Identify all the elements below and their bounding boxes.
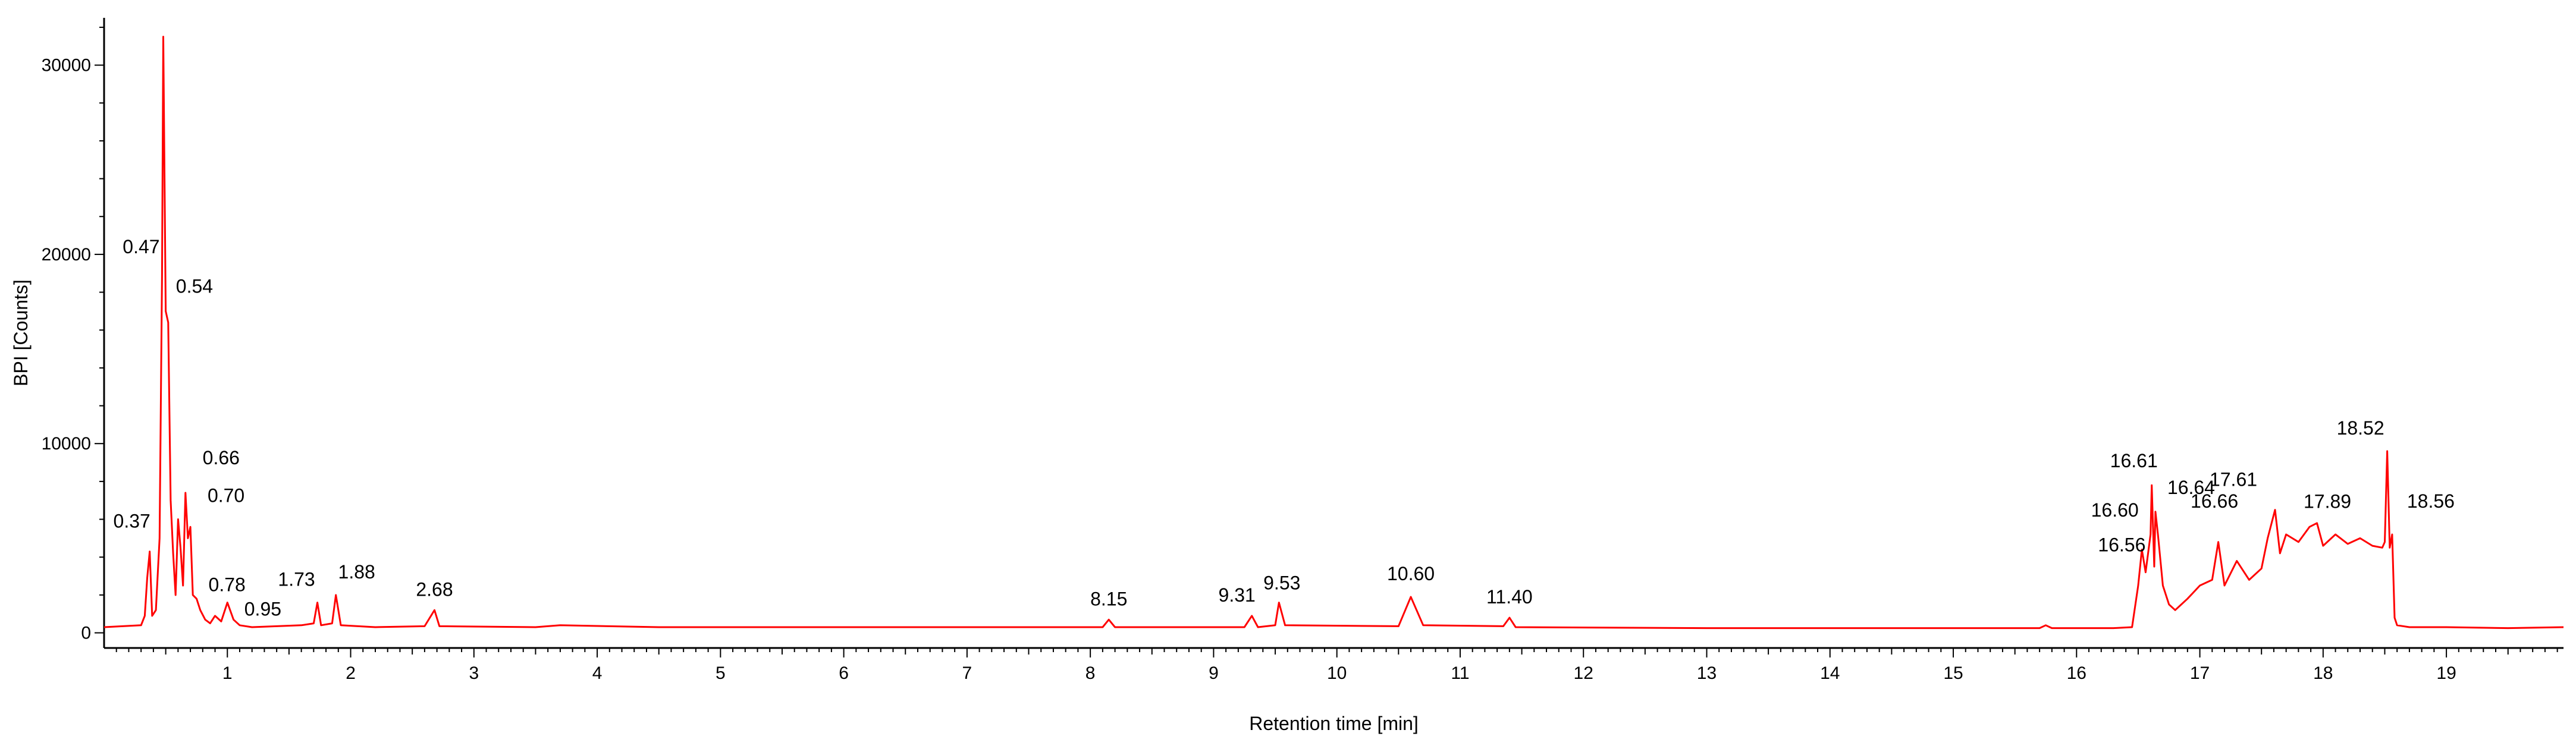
x-tick-label: 17 <box>2190 663 2210 683</box>
y-axis-ticks: 0 10000 20000 30000 <box>42 26 104 643</box>
y-tick-label: 0 <box>81 624 91 643</box>
x-tick-label: 13 <box>1697 663 1717 683</box>
peak-label: 10.60 <box>1387 563 1435 584</box>
x-tick-label: 18 <box>2313 663 2333 683</box>
peak-label: 17.61 <box>2210 469 2257 490</box>
y-tick-label: 20000 <box>42 245 91 265</box>
peak-label: 16.61 <box>2110 450 2158 471</box>
peak-label: 0.66 <box>203 447 240 468</box>
peak-label: 2.68 <box>416 578 453 600</box>
y-tick-label: 30000 <box>42 56 91 75</box>
x-tick-label: 9 <box>1209 663 1219 683</box>
peak-label: 11.40 <box>1486 586 1533 608</box>
x-tick-label: 5 <box>716 663 726 683</box>
peak-label: 18.56 <box>2407 490 2455 512</box>
peak-label: 0.47 <box>123 236 159 257</box>
peak-label: 16.60 <box>2091 499 2139 521</box>
x-tick-label: 1 <box>222 663 233 683</box>
peak-label: 17.89 <box>2304 490 2351 512</box>
x-tick-label: 7 <box>962 663 972 683</box>
bpi-trace-line <box>103 36 2564 630</box>
peak-label: 8.15 <box>1090 588 1127 609</box>
y-axis-title: BPI [Counts] <box>10 279 32 386</box>
peak-label: 16.64 <box>2167 477 2215 498</box>
peak-label: 0.78 <box>209 574 246 595</box>
x-tick-label: 11 <box>1451 663 1469 683</box>
x-tick-label: 16 <box>2067 663 2086 683</box>
peak-label: 0.95 <box>244 598 281 619</box>
x-axis-title: Retention time [min] <box>1249 713 1419 734</box>
peak-labels: 0.370.470.480.500.540.660.700.780.951.73… <box>114 236 2455 619</box>
x-tick-label: 15 <box>1943 663 1963 683</box>
trace-group <box>103 36 2564 630</box>
x-tick-label: 3 <box>469 663 479 683</box>
x-tick-label: 19 <box>2436 663 2456 683</box>
peak-label: 0.70 <box>208 484 244 506</box>
peak-label: 18.52 <box>2337 417 2384 439</box>
peak-label: 0.54 <box>176 275 213 297</box>
peak-label: 0.37 <box>114 511 150 532</box>
y-tick-label: 10000 <box>42 434 91 454</box>
x-tick-label: 14 <box>1820 663 1840 683</box>
x-tick-label: 8 <box>1085 663 1096 683</box>
x-tick-label: 4 <box>592 663 603 683</box>
peak-label: 1.73 <box>278 569 315 590</box>
axes <box>103 18 2564 649</box>
x-tick-label: 12 <box>1574 663 1593 683</box>
x-tick-label: 10 <box>1327 663 1347 683</box>
peak-label: 16.66 <box>2191 490 2238 512</box>
peak-label: 16.56 <box>2098 534 2145 556</box>
peak-label: 1.88 <box>338 561 375 583</box>
peak-label: 9.31 <box>1219 584 1256 606</box>
peak-label: 9.53 <box>1263 572 1300 594</box>
x-tick-label: 6 <box>839 663 849 683</box>
x-axis-ticks: 1 2 3 4 5 6 7 8 9 10 11 12 13 14 15 16 17 18 19 <box>115 648 2558 683</box>
x-tick-label: 2 <box>346 663 356 683</box>
